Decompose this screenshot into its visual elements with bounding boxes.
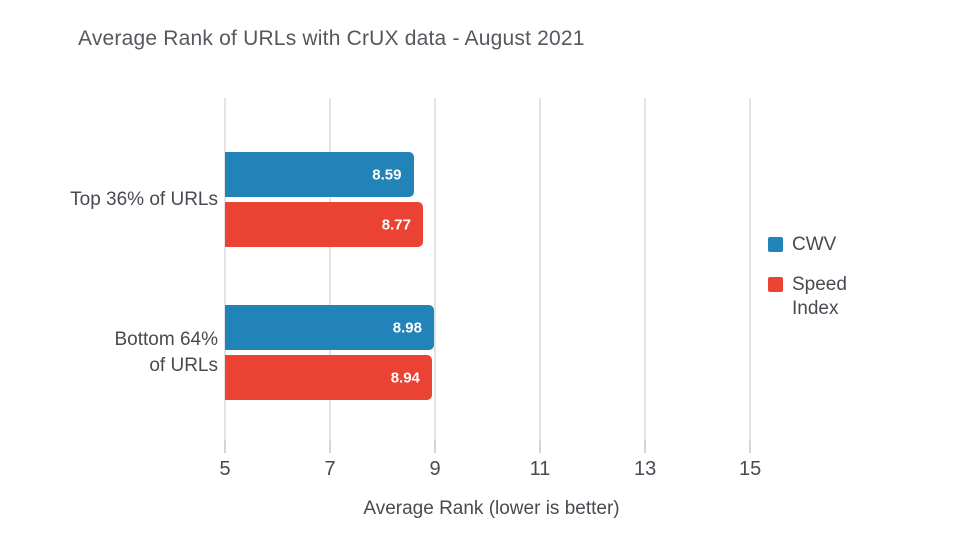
bar-value-label: 8.59	[372, 166, 402, 183]
x-axis-tick	[224, 440, 226, 453]
plot-area: 8.59 8.98 8.77 8.94	[224, 98, 758, 453]
chart-title: Average Rank of URLs with CrUX data - Au…	[78, 27, 585, 50]
category-label-line: of URLs	[149, 354, 218, 376]
x-axis-tick-label: 7	[324, 458, 336, 480]
bar-speed-index-group-0: 8.77	[225, 202, 423, 247]
gridline	[224, 98, 226, 440]
category-label: Bottom 64% of URLs	[40, 327, 219, 379]
x-axis-tick	[749, 440, 752, 453]
legend-swatch-icon	[768, 277, 783, 292]
bar-value-label: 8.94	[390, 369, 420, 386]
bar-value-label: 8.77	[381, 216, 411, 233]
category-label: Top 36% of URLs	[40, 187, 218, 213]
gridline	[434, 98, 437, 440]
gridline	[329, 98, 332, 440]
x-axis-tick	[434, 440, 437, 453]
x-axis-tick-label: 5	[219, 458, 231, 480]
bar-cwv-group-1: 8.98	[225, 305, 434, 350]
bar-value-label: 8.98	[392, 319, 422, 336]
gridline	[644, 98, 647, 440]
bar-speed-index-group-1: 8.94	[225, 355, 432, 400]
category-label-line: Top 36% of URLs	[70, 188, 218, 210]
x-axis-tick-label: 9	[429, 458, 441, 480]
bar-cwv-group-0: 8.59	[225, 152, 414, 197]
legend-item-cwv: CWV	[768, 233, 898, 257]
legend-swatch-icon	[768, 237, 783, 252]
gridline	[749, 98, 752, 440]
x-axis-tick-label: 13	[633, 458, 657, 480]
x-axis-tick-label: 11	[529, 458, 551, 480]
legend-label: CWV	[792, 234, 837, 255]
x-axis-tick	[644, 440, 647, 453]
x-axis-title: Average Rank (lower is better)	[363, 498, 620, 519]
legend-label: Speed Index	[792, 274, 847, 319]
chart-legend: CWV Speed Index	[768, 233, 898, 321]
x-axis-tick	[329, 440, 332, 453]
x-axis-tick-label: 15	[738, 458, 762, 480]
category-label-line: Bottom 64%	[114, 328, 219, 350]
legend-item-speed-index: Speed Index	[768, 273, 898, 321]
x-axis-tick	[539, 440, 542, 453]
gridline	[539, 98, 542, 440]
